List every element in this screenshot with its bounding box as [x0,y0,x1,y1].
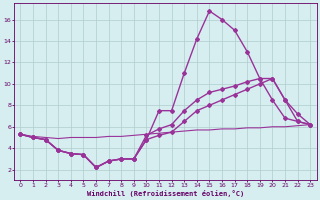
X-axis label: Windchill (Refroidissement éolien,°C): Windchill (Refroidissement éolien,°C) [87,190,244,197]
